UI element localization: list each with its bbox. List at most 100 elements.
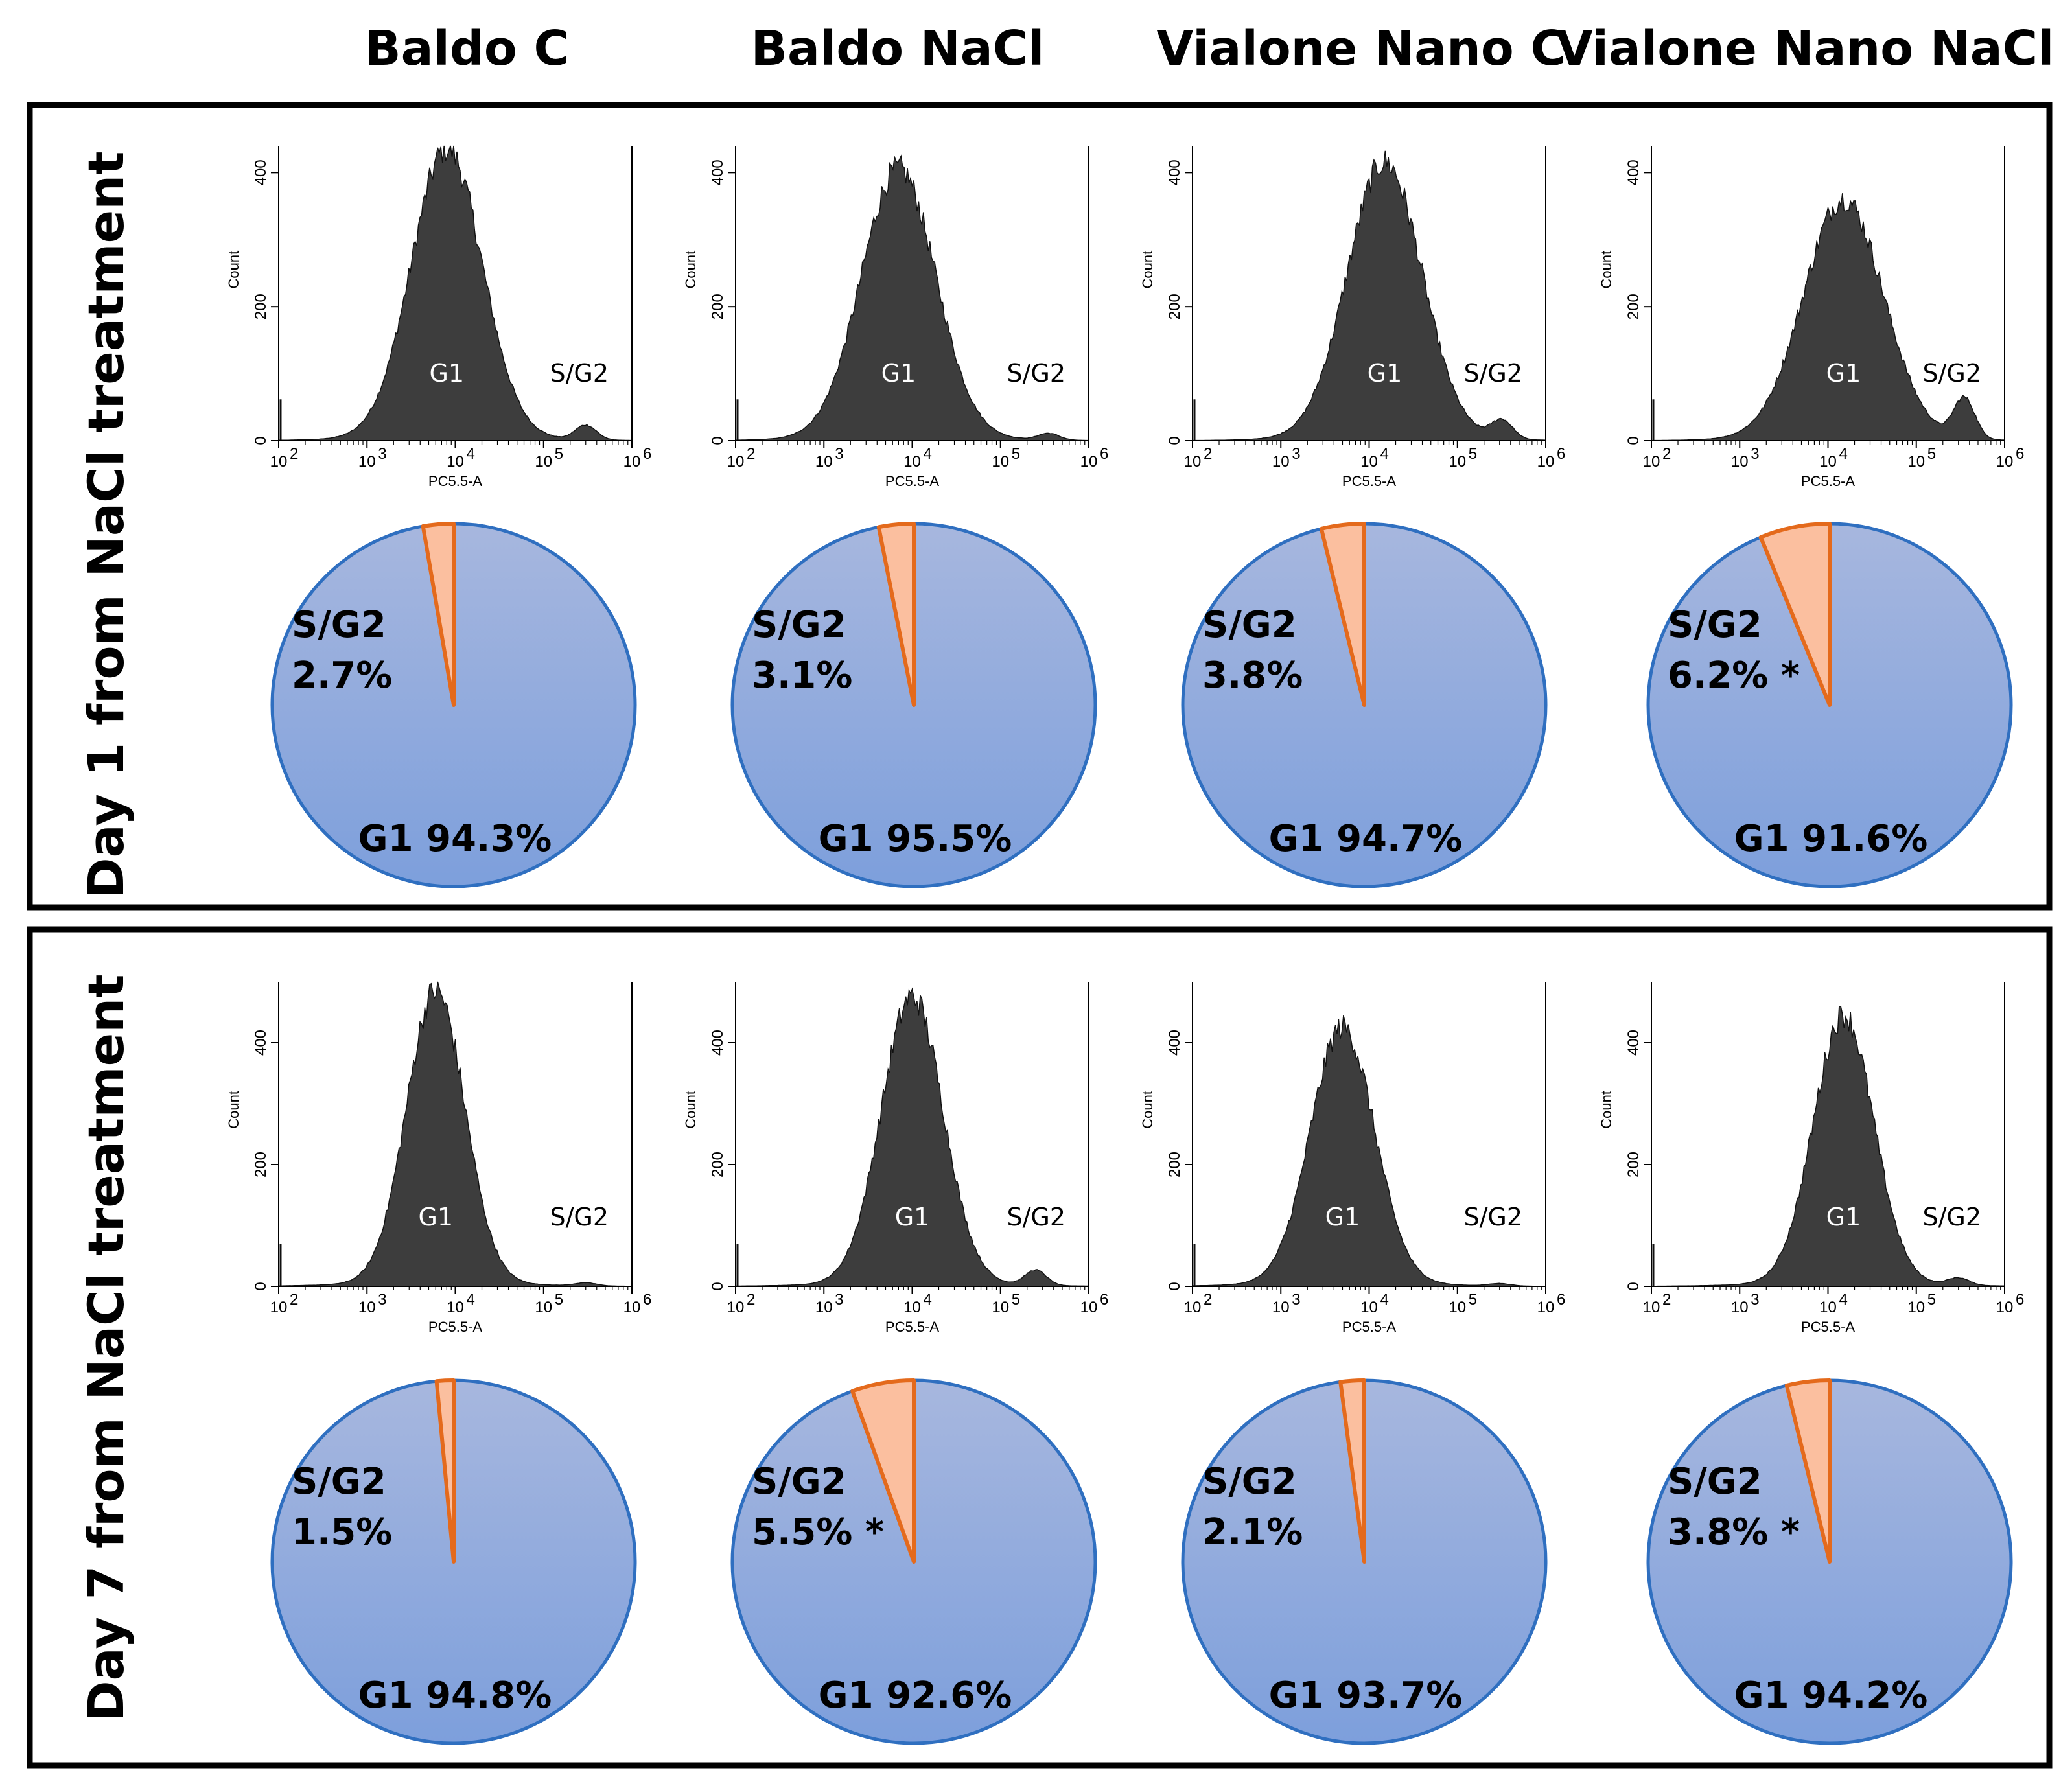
x-tick-label: 10 bbox=[1184, 453, 1202, 470]
y-tick-label: 400 bbox=[1625, 159, 1642, 185]
pie-slice-sg2 bbox=[850, 1378, 916, 1564]
pie-value-g1: G1 94.2% bbox=[1734, 1675, 1928, 1717]
y-tick-label: 200 bbox=[1625, 1152, 1642, 1178]
y-axis-label: Count bbox=[1139, 251, 1156, 289]
x-tick-label: 10 bbox=[815, 1299, 833, 1316]
x-tick-label: 10 bbox=[727, 1299, 745, 1316]
y-tick-label: 400 bbox=[1166, 1030, 1183, 1056]
x-tick-label: 10 bbox=[992, 1299, 1009, 1316]
x-tick-exponent: 6 bbox=[643, 1291, 651, 1308]
histogram-area bbox=[278, 145, 633, 441]
pie-value-sg2: 3.8% bbox=[1202, 655, 1303, 697]
x-tick-label: 10 bbox=[623, 453, 641, 470]
y-tick-label: 200 bbox=[1166, 1152, 1183, 1178]
x-tick-label: 10 bbox=[1643, 453, 1660, 470]
y-tick-label: 200 bbox=[709, 294, 727, 319]
x-tick-exponent: 2 bbox=[1662, 445, 1671, 463]
x-tick-label: 10 bbox=[270, 1299, 288, 1316]
x-tick-label: 10 bbox=[1731, 1299, 1749, 1316]
x-tick-exponent: 6 bbox=[2016, 445, 2024, 463]
pie-value-sg2: 2.1% bbox=[1202, 1511, 1303, 1553]
histogram-area bbox=[1192, 150, 1546, 441]
x-tick-exponent: 6 bbox=[643, 445, 651, 463]
x-tick-label: 10 bbox=[1907, 1299, 1925, 1316]
y-tick-label: 0 bbox=[252, 436, 270, 445]
x-tick-label: 10 bbox=[270, 453, 288, 470]
x-tick-exponent: 2 bbox=[747, 445, 755, 463]
pie-value-sg2: 3.8% * bbox=[1668, 1511, 1800, 1553]
pie-label-sg2: S/G2 bbox=[292, 604, 386, 646]
x-tick-exponent: 3 bbox=[378, 445, 386, 463]
gate-label-g1: G1 bbox=[1325, 1203, 1360, 1231]
x-tick-exponent: 3 bbox=[1751, 445, 1759, 463]
x-tick-exponent: 4 bbox=[924, 445, 932, 463]
gate-label-g1: G1 bbox=[881, 359, 916, 388]
x-tick-exponent: 3 bbox=[1292, 445, 1300, 463]
histogram-area bbox=[278, 981, 633, 1287]
x-tick-label: 10 bbox=[358, 1299, 376, 1316]
x-tick-exponent: 2 bbox=[1204, 1291, 1212, 1308]
x-tick-label: 10 bbox=[447, 453, 464, 470]
x-tick-exponent: 2 bbox=[290, 1291, 298, 1308]
y-tick-label: 200 bbox=[1166, 294, 1183, 319]
y-tick-label: 400 bbox=[252, 159, 270, 185]
y-tick-label: 400 bbox=[1625, 1030, 1642, 1056]
x-tick-exponent: 4 bbox=[924, 1291, 932, 1308]
x-tick-exponent: 4 bbox=[1380, 445, 1389, 463]
pie-value-g1: G1 94.8% bbox=[358, 1675, 552, 1717]
pie-value-g1: G1 93.7% bbox=[1269, 1675, 1463, 1717]
x-axis-label: PC5.5-A bbox=[1801, 1319, 1855, 1335]
pie-label-sg2: S/G2 bbox=[1668, 1461, 1762, 1503]
x-tick-label: 10 bbox=[1996, 453, 2014, 470]
y-tick-label: 400 bbox=[709, 1030, 727, 1056]
y-axis-label: Count bbox=[682, 251, 699, 289]
x-tick-label: 10 bbox=[623, 1299, 641, 1316]
row-title-day1: Day 1 from NaCl treatment bbox=[77, 151, 135, 898]
y-axis-label: Count bbox=[682, 1091, 699, 1129]
y-tick-label: 400 bbox=[1166, 159, 1183, 185]
column-title-vialone-nano-nacl: Vialone Nano NaCl bbox=[1556, 21, 2055, 76]
pie-slice-sg2 bbox=[876, 522, 916, 707]
pie-value-sg2: 6.2% * bbox=[1668, 655, 1800, 697]
column-title-vialone-nano-c: Vialone Nano C bbox=[1156, 21, 1566, 76]
x-tick-exponent: 2 bbox=[290, 445, 298, 463]
y-tick-label: 0 bbox=[252, 1282, 270, 1290]
pie-slice-sg2 bbox=[421, 521, 456, 707]
x-tick-exponent: 2 bbox=[1204, 445, 1212, 463]
x-tick-exponent: 5 bbox=[555, 445, 563, 463]
x-axis-label: PC5.5-A bbox=[428, 1319, 482, 1335]
y-axis-label: Count bbox=[1139, 1091, 1156, 1129]
y-tick-label: 200 bbox=[252, 294, 270, 319]
panel-day7-border bbox=[27, 926, 2053, 1769]
y-tick-label: 0 bbox=[1166, 1282, 1183, 1290]
pie-label-sg2: S/G2 bbox=[1202, 1461, 1297, 1503]
row-title-day7: Day 7 from NaCl treatment bbox=[77, 974, 135, 1721]
x-tick-label: 10 bbox=[447, 1299, 464, 1316]
x-axis-label: PC5.5-A bbox=[1342, 473, 1396, 489]
y-tick-label: 0 bbox=[1166, 436, 1183, 445]
x-tick-exponent: 5 bbox=[1927, 445, 1936, 463]
pie-slice-sg2 bbox=[1338, 1378, 1366, 1564]
x-tick-label: 10 bbox=[992, 453, 1009, 470]
gate-label-g1: G1 bbox=[418, 1203, 453, 1231]
x-axis-label: PC5.5-A bbox=[1342, 1319, 1396, 1335]
y-tick-label: 200 bbox=[1625, 294, 1642, 319]
gate-label-g1: G1 bbox=[429, 359, 464, 388]
pie-value-sg2: 1.5% bbox=[292, 1511, 392, 1553]
pie-value-sg2: 5.5% * bbox=[752, 1511, 884, 1553]
pie-slice-sg2 bbox=[1758, 522, 1832, 707]
y-tick-label: 400 bbox=[709, 159, 727, 185]
x-tick-label: 10 bbox=[903, 1299, 921, 1316]
x-tick-exponent: 3 bbox=[835, 445, 843, 463]
x-tick-label: 10 bbox=[358, 453, 376, 470]
histogram-area bbox=[1651, 193, 2005, 441]
y-tick-label: 400 bbox=[252, 1030, 270, 1056]
x-tick-exponent: 5 bbox=[1012, 445, 1020, 463]
x-tick-label: 10 bbox=[1272, 1299, 1290, 1316]
x-tick-exponent: 4 bbox=[467, 445, 475, 463]
x-tick-label: 10 bbox=[1643, 1299, 1660, 1316]
x-tick-label: 10 bbox=[535, 453, 552, 470]
